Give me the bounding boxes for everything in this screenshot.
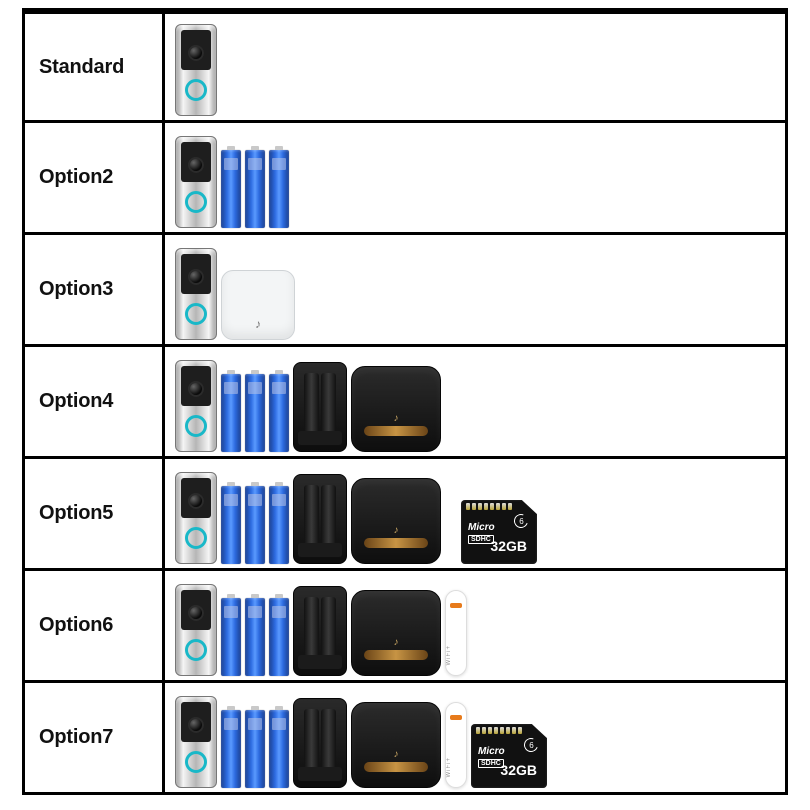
battery-icon (245, 598, 265, 676)
row-label: Option2 (25, 123, 165, 232)
wifi-ext-brand: WiFi+ (446, 645, 466, 666)
table-row: Option6 ♪ WiFi+ (22, 571, 788, 683)
sd-card-icon: MicroSDHC32GB6 (471, 724, 547, 788)
table-row: Option2 (22, 123, 788, 235)
battery-icon (221, 486, 241, 564)
chime-gold-bar (364, 650, 428, 660)
charger-icon (293, 698, 347, 788)
sd-brand-line1: Micro (468, 522, 495, 533)
row-label: Option5 (25, 459, 165, 568)
row-items (165, 123, 785, 232)
musical-note-icon: ♪ (394, 413, 399, 424)
doorbell-icon (175, 472, 217, 564)
chime-white-icon: ♪ (221, 270, 295, 340)
doorbell-icon (175, 360, 217, 452)
row-items: ♪MicroSDHC32GB6 (165, 459, 785, 568)
row-items: ♪WiFi+MicroSDHC32GB6 (165, 683, 785, 792)
table-row: Option3 ♪ (22, 235, 788, 347)
chime-black-icon: ♪ (351, 478, 441, 564)
charger-icon (293, 474, 347, 564)
row-label: Standard (25, 14, 165, 120)
charger-icon (293, 362, 347, 452)
row-items: ♪ (165, 347, 785, 456)
battery-icon (269, 486, 289, 564)
battery-icon (221, 150, 241, 228)
battery-icon (245, 374, 265, 452)
battery-icon (245, 710, 265, 788)
sd-card-icon: MicroSDHC32GB6 (461, 500, 537, 564)
doorbell-icon (175, 696, 217, 788)
musical-note-icon: ♪ (394, 749, 399, 760)
battery-icon (221, 598, 241, 676)
battery-icon (269, 598, 289, 676)
doorbell-icon (175, 136, 217, 228)
doorbell-icon (175, 248, 217, 340)
row-label: Option3 (25, 235, 165, 344)
battery-icon (245, 486, 265, 564)
row-label: Option7 (25, 683, 165, 792)
musical-note-icon: ♪ (255, 317, 261, 331)
battery-icon (269, 374, 289, 452)
row-items: ♪ WiFi+ (165, 571, 785, 680)
chime-gold-bar (364, 426, 428, 436)
sd-capacity: 32GB (500, 762, 537, 778)
sd-class-badge: 6 (512, 512, 531, 531)
row-label: Option4 (25, 347, 165, 456)
table-row: Option7♪WiFi+MicroSDHC32GB6 (22, 683, 788, 795)
options-table: StandardOption2Option3 ♪ Option4 ♪ Option5 ♪ M… (22, 8, 788, 795)
table-row: Option5♪MicroSDHC32GB6 (22, 459, 788, 571)
musical-note-icon: ♪ (394, 637, 399, 648)
battery-icon (245, 150, 265, 228)
chime-gold-bar (364, 762, 428, 772)
row-label: Option6 (25, 571, 165, 680)
row-items (165, 14, 785, 120)
doorbell-icon (175, 24, 217, 116)
wifi-extender-icon: WiFi+ (445, 590, 467, 676)
doorbell-icon (175, 584, 217, 676)
sd-capacity: 32GB (490, 538, 527, 554)
chime-gold-bar (364, 538, 428, 548)
chime-black-icon: ♪ (351, 590, 441, 676)
chime-black-icon: ♪ (351, 366, 441, 452)
battery-icon (221, 710, 241, 788)
wifi-extender-icon: WiFi+ (445, 702, 467, 788)
sd-brand-line1: Micro (478, 746, 505, 757)
table-row: Standard (22, 11, 788, 123)
battery-icon (221, 374, 241, 452)
charger-icon (293, 586, 347, 676)
battery-icon (269, 710, 289, 788)
battery-icon (269, 150, 289, 228)
table-row: Option4 ♪ (22, 347, 788, 459)
row-items: ♪ (165, 235, 785, 344)
wifi-ext-brand: WiFi+ (446, 757, 466, 778)
sd-class-badge: 6 (522, 736, 541, 755)
musical-note-icon: ♪ (394, 525, 399, 536)
chime-black-icon: ♪ (351, 702, 441, 788)
